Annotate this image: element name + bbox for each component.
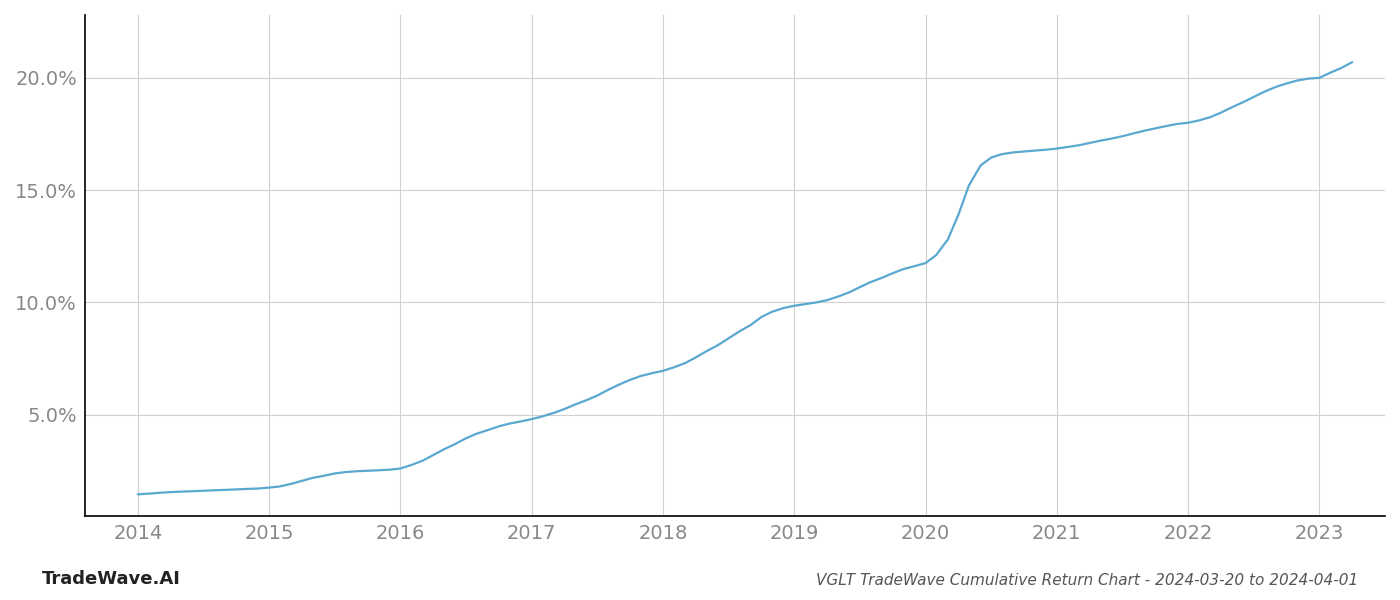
Text: TradeWave.AI: TradeWave.AI bbox=[42, 570, 181, 588]
Text: VGLT TradeWave Cumulative Return Chart - 2024-03-20 to 2024-04-01: VGLT TradeWave Cumulative Return Chart -… bbox=[816, 573, 1358, 588]
